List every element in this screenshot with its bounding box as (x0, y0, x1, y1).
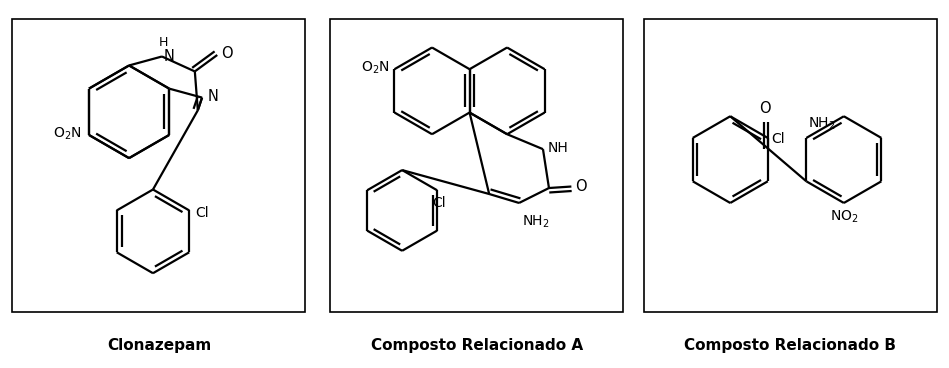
Text: N: N (208, 89, 218, 105)
Text: O$_2$N: O$_2$N (53, 125, 82, 142)
Text: O: O (759, 101, 772, 116)
Text: Cl: Cl (771, 132, 785, 146)
Text: Cl: Cl (195, 206, 209, 220)
Text: O$_2$N: O$_2$N (362, 60, 390, 76)
Text: NO$_2$: NO$_2$ (829, 209, 858, 225)
Text: Clonazepam: Clonazepam (107, 339, 211, 353)
Text: Composto Relacionado B: Composto Relacionado B (684, 339, 896, 353)
Text: NH: NH (548, 141, 568, 155)
Text: NH$_2$: NH$_2$ (808, 116, 835, 132)
Text: O: O (221, 46, 233, 61)
Text: O: O (575, 179, 586, 194)
Text: H: H (158, 36, 168, 49)
Text: NH$_2$: NH$_2$ (522, 213, 549, 230)
Text: N: N (163, 49, 175, 64)
Text: Composto Relacionado A: Composto Relacionado A (371, 339, 583, 353)
Text: Cl: Cl (432, 196, 445, 210)
